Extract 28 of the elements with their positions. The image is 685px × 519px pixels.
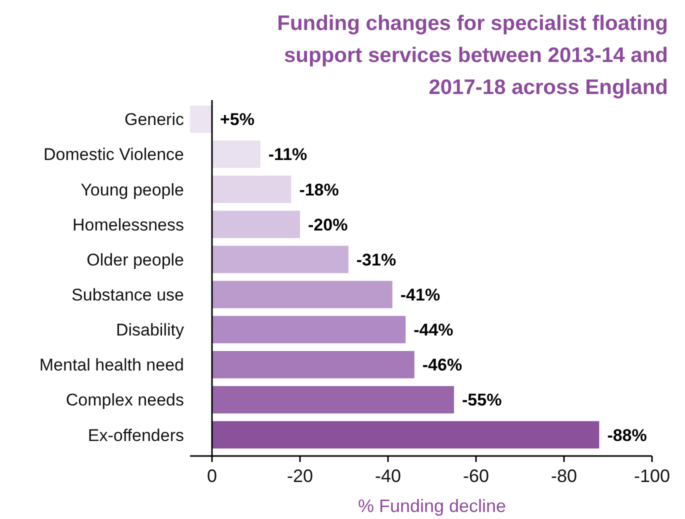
y-tick-label: Older people [86,250,184,270]
chart-title: Funding changes for specialist floating support services between 2013-14 and 2017-18 across England [277,12,668,99]
data-label: -55% [462,390,502,410]
data-label: -18% [299,180,339,200]
x-axis-title: % Funding decline [358,496,506,516]
y-tick-label: Homelessness [72,215,184,234]
y-tick-label: Mental health need [39,356,184,375]
data-label: -88% [607,426,647,445]
y-tick-label: Young people [80,180,184,200]
y-tick-label: Domestic Violence [44,145,184,164]
data-label: +5% [220,110,254,130]
x-tick-label: -20 [286,466,314,486]
x-tick-label: -60 [462,466,490,486]
data-label: -20% [308,215,348,234]
x-tick-label: -100 [634,466,670,486]
data-label: -31% [356,250,396,270]
y-tick-label: Substance use [72,285,184,304]
y-tick-label: Ex-offenders [88,426,184,445]
data-label: -44% [414,320,454,340]
x-tick-label: -40 [374,466,402,486]
data-label: -46% [422,356,462,375]
data-label: -41% [400,285,440,304]
y-tick-label: Complex needs [66,390,184,410]
y-tick-label: Disability [116,320,184,340]
y-tick-label: Generic [124,110,184,130]
x-tick-label: -80 [550,466,578,486]
data-label: -11% [268,145,308,164]
x-tick-label: 0 [206,466,218,486]
